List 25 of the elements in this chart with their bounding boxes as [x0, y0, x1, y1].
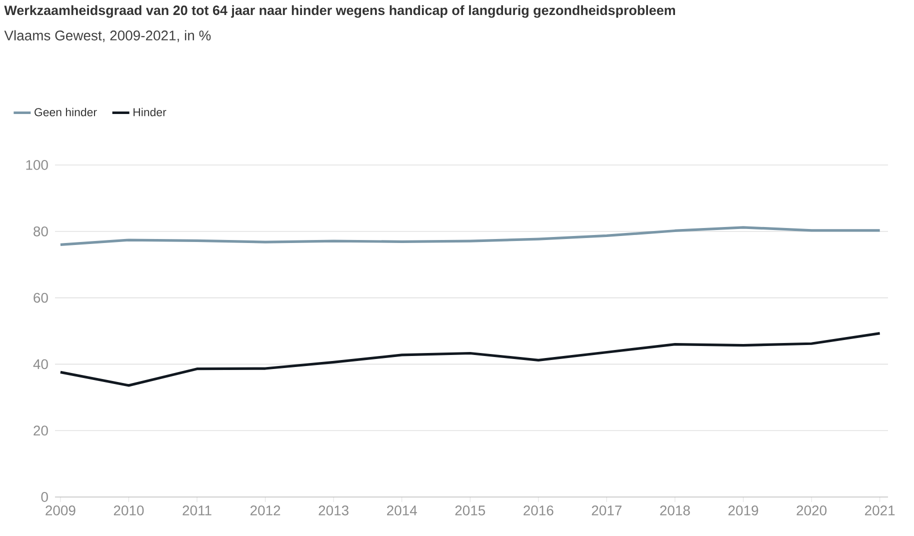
y-tick-label: 0 [41, 492, 48, 502]
y-tick-label: 80 [34, 226, 48, 236]
x-tick-label: 2010 [114, 506, 144, 516]
line-series [59, 226, 882, 246]
x-tick-label: 2020 [796, 506, 827, 516]
legend-label: Geen hinder [34, 108, 97, 116]
legend-label: Hinder [134, 108, 166, 116]
x-tick-label: 2019 [728, 506, 758, 516]
x-tick-label: 2017 [592, 506, 622, 516]
chart-subtitle: Vlaams Gewest, 2009-2021, in % [4, 30, 211, 42]
x-tick-label: 2018 [660, 506, 690, 516]
y-tick-label: 100 [26, 160, 48, 170]
y-tick-label: 20 [34, 426, 48, 436]
line-series [59, 332, 882, 387]
y-tick-label: 60 [34, 292, 48, 303]
x-tick-label: 2016 [524, 506, 554, 516]
chart-title: Werkzaamheidsgraad van 20 tot 64 jaar naar hinder wegens handicap of langdurig gezondheidsprobleem [4, 5, 676, 18]
x-tick-label: 2015 [455, 506, 486, 516]
x-tick-label: 2021 [865, 506, 895, 516]
x-tick-label: 2014 [387, 506, 417, 516]
x-tick-label: 2013 [318, 506, 348, 516]
x-tick-label: 2011 [182, 506, 212, 516]
y-tick-label: 40 [33, 359, 48, 370]
x-tick-label: 2009 [46, 506, 76, 516]
x-tick-label: 2012 [250, 506, 280, 516]
